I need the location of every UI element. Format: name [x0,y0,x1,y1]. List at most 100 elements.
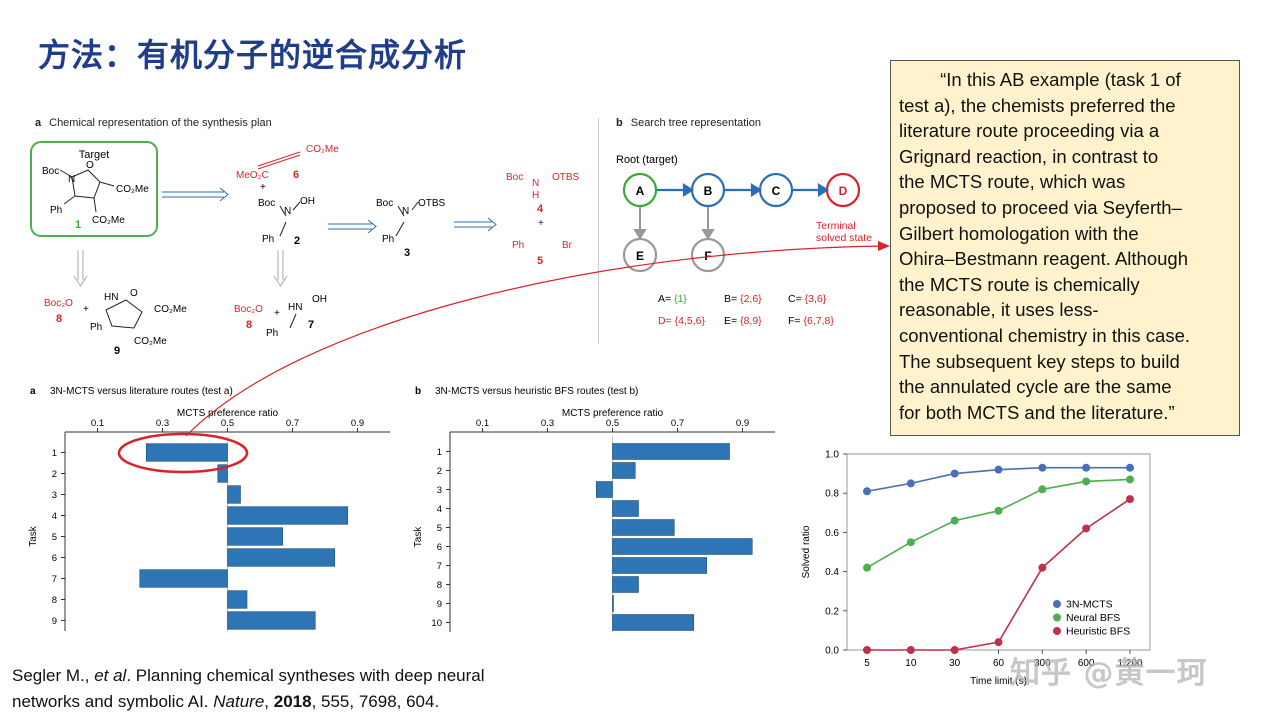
y-axis-label: Solved ratio [801,525,812,578]
data-point [1126,495,1134,504]
y-tick-label: 3 [437,485,442,496]
mol4-label: Boc [506,172,523,183]
x-axis-label: Time limit (s) [970,676,1027,687]
x-tick-label: 60 [993,658,1005,669]
molecule-1: Boc N O Ph CO₂Me CO₂Me 1 [42,160,149,231]
mol6-label: CO₂Me [306,144,339,155]
node-d-label: D [839,184,848,198]
legend-marker [1053,600,1061,608]
molecule-2: Boc N OH Ph 2 [258,196,315,247]
set-c: C= {3,6} [788,293,827,305]
y-tick-label: 8 [437,580,442,591]
mol6-label: MeO₂C [236,170,269,181]
mol9-label: O [130,288,138,299]
quote-line: conventional chemistry in this case. [899,324,1190,346]
panel-a-caption: a Chemical representation of the synthesi… [35,117,272,129]
set-b: B= {2,6} [724,293,762,305]
citation: Segler M., et al. Planning chemical synt… [12,663,485,715]
y-tick-label: 2 [437,466,442,477]
panel-a-caption-text: Chemical representation of the synthesis… [49,117,272,129]
y-tick-label: 5 [52,532,57,543]
mol4-number: 4 [537,203,544,215]
panel-b-caption: b Search tree representation [616,117,761,129]
node-b-label: B [704,184,713,198]
mol9-label: Ph [90,322,102,333]
mol9-label: CO₂Me [134,336,167,347]
slide-title: 方法：有机分子的逆合成分析 [38,36,468,74]
panel-b-caption-text: Search tree representation [630,117,761,129]
data-point [994,465,1003,474]
data-point [1126,463,1134,472]
y-tick-label: 4 [52,511,57,522]
set-e: E= {8,9} [724,315,762,327]
x-tick-label: 300 [1034,658,1051,669]
legend-label: Neural BFS [1066,612,1120,624]
plus-sign: + [260,182,266,193]
plus-sign: + [83,304,89,315]
mol8-label: Boc₂O [234,304,263,315]
x-tick-label: 10 [905,658,917,669]
mol2-label: Ph [262,234,274,245]
y-tick-label: 0.6 [825,528,839,539]
y-tick-label: 8 [52,595,57,606]
panel-a-letter: a [35,117,42,129]
y-tick-label: 6 [52,553,57,564]
bar [227,506,349,525]
quote-line: “In this AB example (task 1 of [899,69,1181,90]
node-f-label: F [704,249,711,263]
molecule-3: Boc N OTBS Ph 3 [376,198,446,259]
panel-divider [598,118,599,344]
mol1-label: O [86,160,94,171]
bar [612,519,675,536]
bar [612,462,636,479]
mol9-number: 9 [114,345,120,357]
series-line [866,478,1131,569]
data-point [863,563,871,572]
bar [612,595,614,612]
bar [217,464,228,483]
legend-marker [1053,613,1061,622]
x-tick-label: 0.3 [156,418,169,429]
molecule-6: MeO₂C CO₂Me 6 + [236,144,339,193]
x-tick-label: 0.5 [606,418,619,429]
mol6-number: 6 [293,169,299,181]
node-e-label: E [636,249,644,263]
molecule-4-5: Boc N H OTBS 4 + Ph Br 5 [506,172,580,267]
bar [612,500,639,517]
data-point [906,538,915,547]
chart-letter: a [30,386,36,397]
quote-line: Grignard reaction, in contrast to [899,145,1159,167]
mol8-label: Boc₂O [44,298,73,309]
x-tick-label: 0.7 [671,418,684,429]
quote-line: Gilbert homologation with the [899,222,1139,244]
x-tick-label: 0.9 [736,418,749,429]
y-tick-label: 4 [437,504,442,515]
y-tick-label: 0.8 [825,489,839,500]
mol7-label: HN [288,302,302,313]
citation-rest: , 555, 7698, 604. [311,692,440,711]
target-box [30,141,158,237]
bar [227,590,248,609]
synthesis-plan-diagram: Target Boc N O Ph CO₂Me CO₂Me 1 MeO₂C CO… [30,141,580,357]
mol1-label: Ph [50,205,62,216]
quote-line: reasonable, it uses less- [899,299,1099,321]
bar [612,443,730,460]
x-tick-label: 0.7 [286,418,299,429]
bar [139,569,228,588]
quote-line: for both MCTS and the literature.” [899,401,1175,423]
legend-label: Heuristic BFS [1066,626,1130,638]
mol1-label: N [68,174,75,185]
panel-b-letter: b [616,117,623,129]
mol2-label: Boc [258,198,275,209]
y-tick-label: 0.2 [825,606,839,617]
quote-line: Ohira–Bestmann reagent. Although [899,248,1188,270]
mol8-number: 8 [246,319,252,331]
node-a-label: A [636,184,645,198]
mol7-number: 7 [308,319,314,331]
terminal-label: solved state [816,232,872,244]
y-axis-label: Task [28,525,39,547]
mol7-label: OH [312,294,327,305]
bar [145,443,228,462]
citation-sep: , [264,692,274,711]
mol2-label: OH [300,196,315,207]
